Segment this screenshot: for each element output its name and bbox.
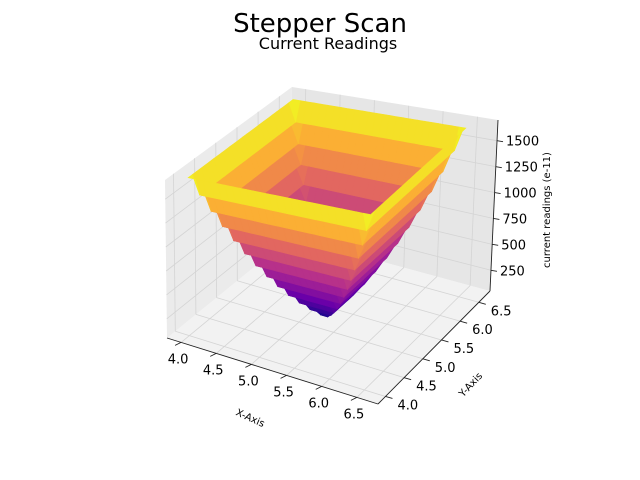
y-tick-label: 6.0 [472, 323, 493, 338]
floor-pane [167, 237, 490, 404]
x-tick-label: 6.0 [308, 396, 329, 411]
chart-title: Current Readings [259, 34, 397, 53]
y-tick-label: 4.5 [416, 380, 437, 395]
y-gridline-floor [175, 330, 386, 397]
x-axis-line [166, 337, 379, 405]
y-tick-label: 5.5 [454, 342, 475, 357]
x-gridline-floor [356, 285, 471, 398]
surface-facet [187, 174, 200, 196]
z-tick [496, 140, 504, 143]
surface-mesh [187, 99, 467, 318]
y-tick [460, 320, 468, 324]
z-tick-label: 500 [501, 238, 526, 253]
x-gridline-floor [321, 276, 438, 387]
z-tick-label: 750 [502, 213, 527, 228]
y-tick [385, 396, 393, 399]
x-tick-label: 5.0 [238, 374, 259, 389]
z-tick-label: 1000 [504, 187, 537, 202]
x-tick-label: 4.5 [203, 363, 224, 378]
tick-marks: 4.0 4.5 5.0 5.5 6.0 6.5 4.0 4.5 5.0 5.5 6.0 6.5 250 5… [168, 135, 539, 423]
x-tick-label: 6.5 [344, 407, 365, 422]
x-tick [245, 363, 252, 368]
y-tick [404, 377, 412, 381]
z-axis-line [489, 119, 499, 292]
y-gridline-floor [195, 314, 405, 378]
x-gridline-floor [286, 267, 405, 376]
z-tick [492, 243, 499, 246]
y-tick [478, 301, 486, 305]
y-tick-label: 5.0 [435, 361, 456, 376]
z-tick-label: 1250 [505, 161, 538, 176]
z-tick [495, 166, 502, 169]
z-tick-label: 250 [500, 264, 525, 279]
x-tick [315, 385, 322, 390]
z-tick-label: 1500 [506, 135, 539, 150]
y-gridline-floor [237, 280, 442, 341]
z-tick [490, 269, 498, 272]
y-tick [441, 339, 449, 343]
y-axis-label: Y-Axis [457, 371, 486, 400]
x-axis-label: X-Axis [234, 407, 266, 429]
x-tick [174, 341, 182, 346]
z-tick [494, 192, 501, 194]
x-tick [350, 396, 358, 401]
x-tick-label: 4.0 [168, 352, 189, 367]
z-tick [493, 218, 500, 220]
x-gridline-wall [469, 116, 478, 286]
surface-facet [454, 126, 467, 151]
y-tick-label: 6.5 [491, 304, 512, 319]
y-tick [422, 358, 430, 362]
chart-suptitle: Stepper Scan [233, 9, 407, 39]
y-gridline-floor [216, 297, 423, 360]
z-axis-label: current readings (e-11) [542, 152, 553, 268]
y-gridline-wall [194, 158, 197, 315]
y-tick-label: 4.0 [398, 399, 419, 414]
axis-lines [166, 119, 499, 405]
y-axis-line [377, 290, 491, 405]
y-gridline-wall [173, 173, 176, 332]
x-tick-label: 5.5 [273, 385, 294, 400]
x-tick [280, 374, 287, 379]
surface-facet [288, 99, 301, 124]
surface-facet [362, 210, 375, 232]
x-tick [210, 352, 217, 357]
